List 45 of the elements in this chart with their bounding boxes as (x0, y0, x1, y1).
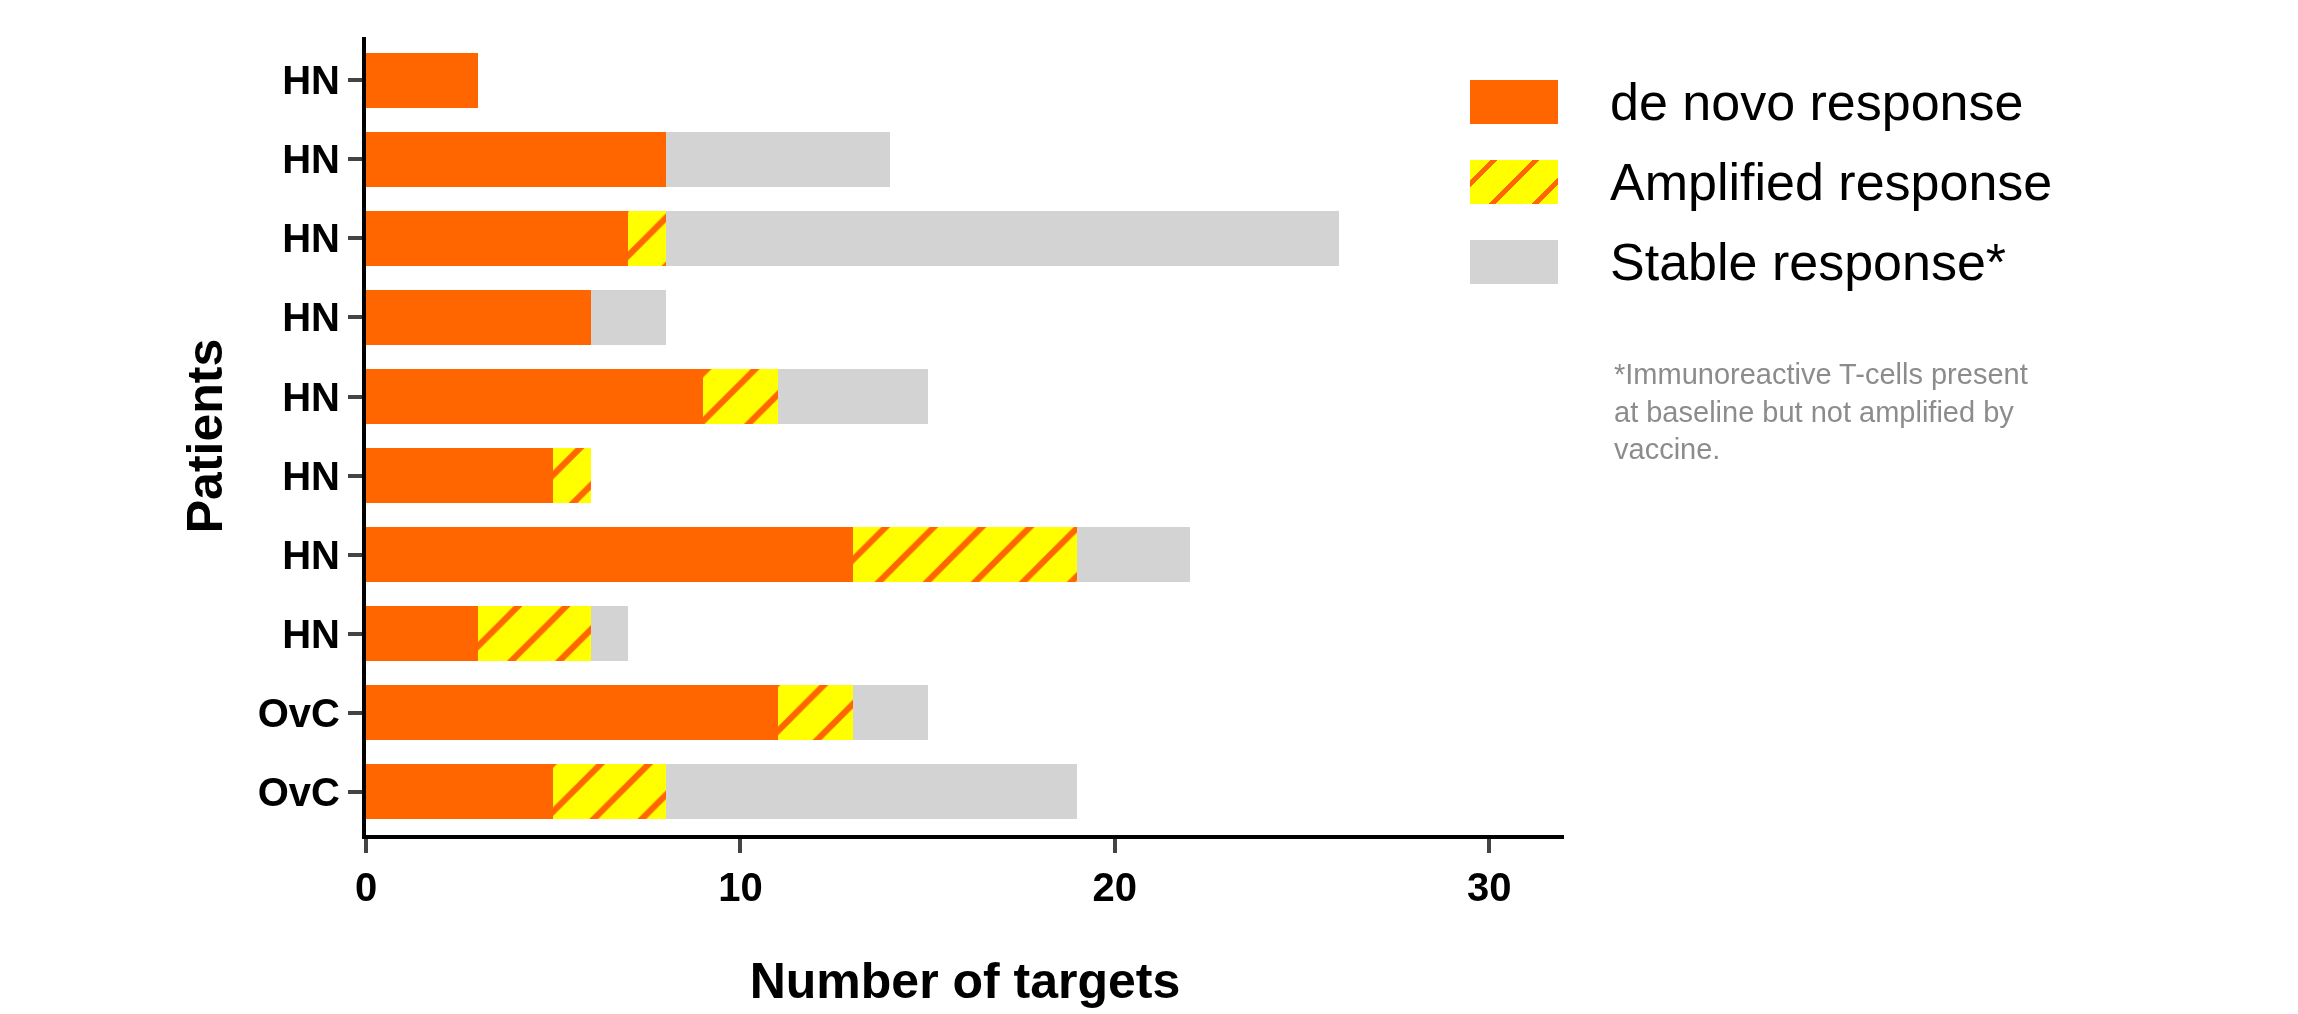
bar (366, 368, 703, 425)
bar (366, 763, 554, 820)
x-axis-title: Number of targets (749, 953, 1181, 1009)
y-tick-label: HN (282, 532, 340, 577)
text: Amplified response (1610, 152, 2053, 212)
x-tick-label: 20 (1092, 865, 1137, 909)
bar (366, 684, 778, 741)
y-tick-label: HN (282, 453, 340, 498)
y-tick-label: HN (282, 295, 340, 340)
x-tick-label: 0 (354, 865, 378, 909)
bar (366, 447, 554, 504)
x-tick-label: 10 (718, 865, 763, 909)
bar (665, 131, 891, 188)
y-tick-label: HN (282, 137, 340, 182)
y-tick-label: HN (282, 611, 340, 656)
bar (665, 763, 1078, 820)
bar (590, 605, 629, 662)
x-tick-label: 30 (1466, 865, 1512, 909)
y-tick-label: OvC (257, 690, 340, 735)
text: *Immunoreactive T-cells present at baseline but not amplified by vaccine. (1614, 358, 2028, 466)
bar (366, 605, 479, 662)
y-tick-label: HN (282, 374, 340, 419)
bar (702, 368, 778, 425)
y-tick-label: OvC (257, 769, 340, 814)
bar (553, 447, 591, 504)
bar (1077, 526, 1190, 583)
y-axis-title: Patients (177, 338, 234, 534)
bar (665, 210, 1340, 267)
legend-label: de novo response (1610, 72, 2024, 132)
y-tick-label: HN (282, 58, 340, 103)
bar (366, 526, 853, 583)
bar (852, 684, 928, 741)
bar (366, 210, 629, 267)
y-tick-label: HN (282, 216, 340, 261)
bar (366, 289, 591, 346)
bar (777, 684, 853, 741)
bar (777, 368, 928, 425)
legend-label: Stable response* (1610, 232, 2007, 292)
bar (852, 526, 1078, 583)
bar (590, 289, 666, 346)
bar (628, 210, 666, 267)
bar (366, 52, 479, 109)
bar (478, 605, 591, 662)
bar (553, 763, 666, 820)
bar (366, 131, 666, 188)
